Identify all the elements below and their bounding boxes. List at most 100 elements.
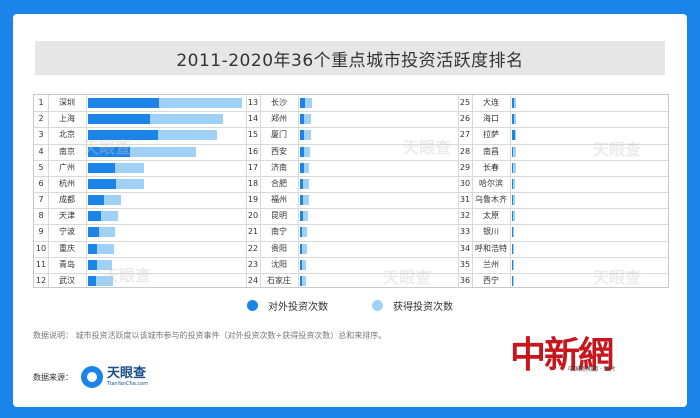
rank-label: 17 bbox=[247, 162, 259, 172]
bar-outward bbox=[300, 98, 305, 109]
bar-received bbox=[302, 275, 307, 286]
rank-label: 10 bbox=[35, 243, 47, 253]
column-divider bbox=[510, 95, 511, 287]
bar-received bbox=[302, 211, 308, 222]
legend-dot-outward bbox=[247, 300, 258, 311]
city-label: 青岛 bbox=[59, 259, 75, 269]
city-label: 西宁 bbox=[483, 275, 499, 285]
bar-outward bbox=[512, 114, 515, 125]
bar-received bbox=[303, 146, 310, 157]
bar-received bbox=[513, 178, 516, 189]
rank-label: 32 bbox=[459, 211, 471, 221]
rank-label: 36 bbox=[459, 275, 471, 285]
city-label: 沈阳 bbox=[271, 259, 287, 269]
rank-label: 11 bbox=[35, 259, 47, 269]
bar-outward bbox=[512, 162, 514, 173]
chinanews-url: Chinanews.com bbox=[518, 385, 648, 404]
city-label: 呼和浩特 bbox=[475, 243, 507, 253]
city-label: 大连 bbox=[483, 98, 499, 108]
bar-received bbox=[513, 195, 516, 206]
rank-label: 20 bbox=[247, 211, 259, 221]
bar-outward bbox=[512, 259, 514, 270]
bar-outward bbox=[512, 146, 514, 157]
ranking-table: 1 深圳 2 上海 3 北京 4 南京 5 广州 6 杭州 7 成都 8 天津 9 宁波 10 重庆 11 青岛 12 武汉 1… bbox=[33, 94, 669, 288]
bar-received bbox=[97, 243, 114, 254]
city-label: 石家庄 bbox=[267, 275, 291, 285]
rank-label: 30 bbox=[459, 178, 471, 188]
rank-label: 24 bbox=[247, 275, 259, 285]
bar-received bbox=[302, 178, 309, 189]
bar-received bbox=[512, 275, 514, 286]
bar-received bbox=[114, 162, 145, 173]
eye-icon bbox=[81, 366, 103, 388]
legend-dot-received bbox=[372, 300, 383, 311]
rank-label: 35 bbox=[459, 259, 471, 269]
city-label: 南昌 bbox=[483, 146, 499, 156]
rank-label: 5 bbox=[38, 162, 44, 172]
city-label: 深圳 bbox=[59, 98, 75, 108]
city-label: 拉萨 bbox=[483, 130, 499, 140]
bar-received bbox=[514, 130, 516, 141]
city-label: 济南 bbox=[271, 162, 287, 172]
rank-label: 26 bbox=[459, 114, 471, 124]
bar-received bbox=[302, 243, 307, 254]
rank-label: 2 bbox=[38, 114, 44, 124]
city-label: 银川 bbox=[483, 227, 499, 237]
bar-received bbox=[304, 98, 313, 109]
legend-item-outward: 对外投资次数 bbox=[247, 298, 328, 313]
bar-outward bbox=[88, 146, 130, 157]
bar-outward bbox=[300, 195, 303, 206]
bar-received bbox=[514, 98, 517, 109]
logo-en-text: TianYanCha.com bbox=[107, 381, 149, 387]
rank-label: 28 bbox=[459, 146, 471, 156]
city-label: 合肥 bbox=[271, 178, 287, 188]
rank-label: 25 bbox=[459, 98, 471, 108]
city-label: 兰州 bbox=[483, 259, 499, 269]
rank-label: 1 bbox=[38, 98, 44, 108]
column-divider bbox=[472, 95, 473, 287]
city-label: 南宁 bbox=[271, 227, 287, 237]
city-label: 上海 bbox=[59, 114, 75, 124]
group-divider bbox=[458, 95, 459, 287]
row-divider bbox=[34, 159, 668, 161]
bar-outward bbox=[88, 259, 97, 270]
chinanews-logo: 中新網 bbox=[510, 334, 614, 376]
rank-label: 6 bbox=[38, 178, 44, 188]
tianyancha-logo: 天眼查 TianYanCha.com bbox=[81, 366, 148, 388]
chinanews-sub: 中国新闻网 · 图片 bbox=[568, 366, 616, 373]
logo-cn-text: 天眼查 bbox=[107, 366, 147, 381]
rank-label: 21 bbox=[247, 227, 259, 237]
legend: 对外投资次数 获得投资次数 bbox=[13, 298, 687, 313]
group-divider bbox=[246, 95, 247, 287]
city-label: 贵阳 bbox=[271, 243, 287, 253]
bar-outward bbox=[512, 275, 513, 286]
city-label: 北京 bbox=[59, 130, 75, 140]
bar-received bbox=[98, 227, 115, 238]
legend-label-outward: 对外投资次数 bbox=[268, 302, 328, 313]
rank-label: 33 bbox=[459, 227, 471, 237]
bar-received bbox=[303, 162, 310, 173]
bar-received bbox=[513, 146, 516, 157]
rank-label: 16 bbox=[247, 146, 259, 156]
bar-outward bbox=[512, 211, 514, 222]
rank-label: 14 bbox=[247, 114, 259, 124]
city-label: 长春 bbox=[483, 162, 499, 172]
chart-title: 2011-2020年36个重点城市投资活跃度排名 bbox=[176, 50, 524, 71]
rank-label: 8 bbox=[38, 211, 44, 221]
city-label: 武汉 bbox=[59, 275, 75, 285]
rank-label: 34 bbox=[459, 243, 471, 253]
row-divider bbox=[34, 208, 668, 210]
rank-label: 13 bbox=[247, 98, 259, 108]
city-label: 重庆 bbox=[59, 243, 75, 253]
data-source: 数据来源： 天眼查 TianYanCha.com bbox=[33, 366, 148, 388]
city-label: 宁波 bbox=[59, 227, 75, 237]
bar-received bbox=[96, 259, 113, 270]
bar-outward bbox=[300, 162, 304, 173]
row-divider bbox=[34, 272, 668, 274]
row-divider bbox=[34, 224, 668, 226]
bar-outward bbox=[300, 227, 303, 238]
row-divider bbox=[34, 175, 668, 177]
bar-outward bbox=[300, 275, 303, 286]
city-label: 乌鲁木齐 bbox=[475, 195, 507, 205]
bar-outward bbox=[300, 114, 305, 125]
